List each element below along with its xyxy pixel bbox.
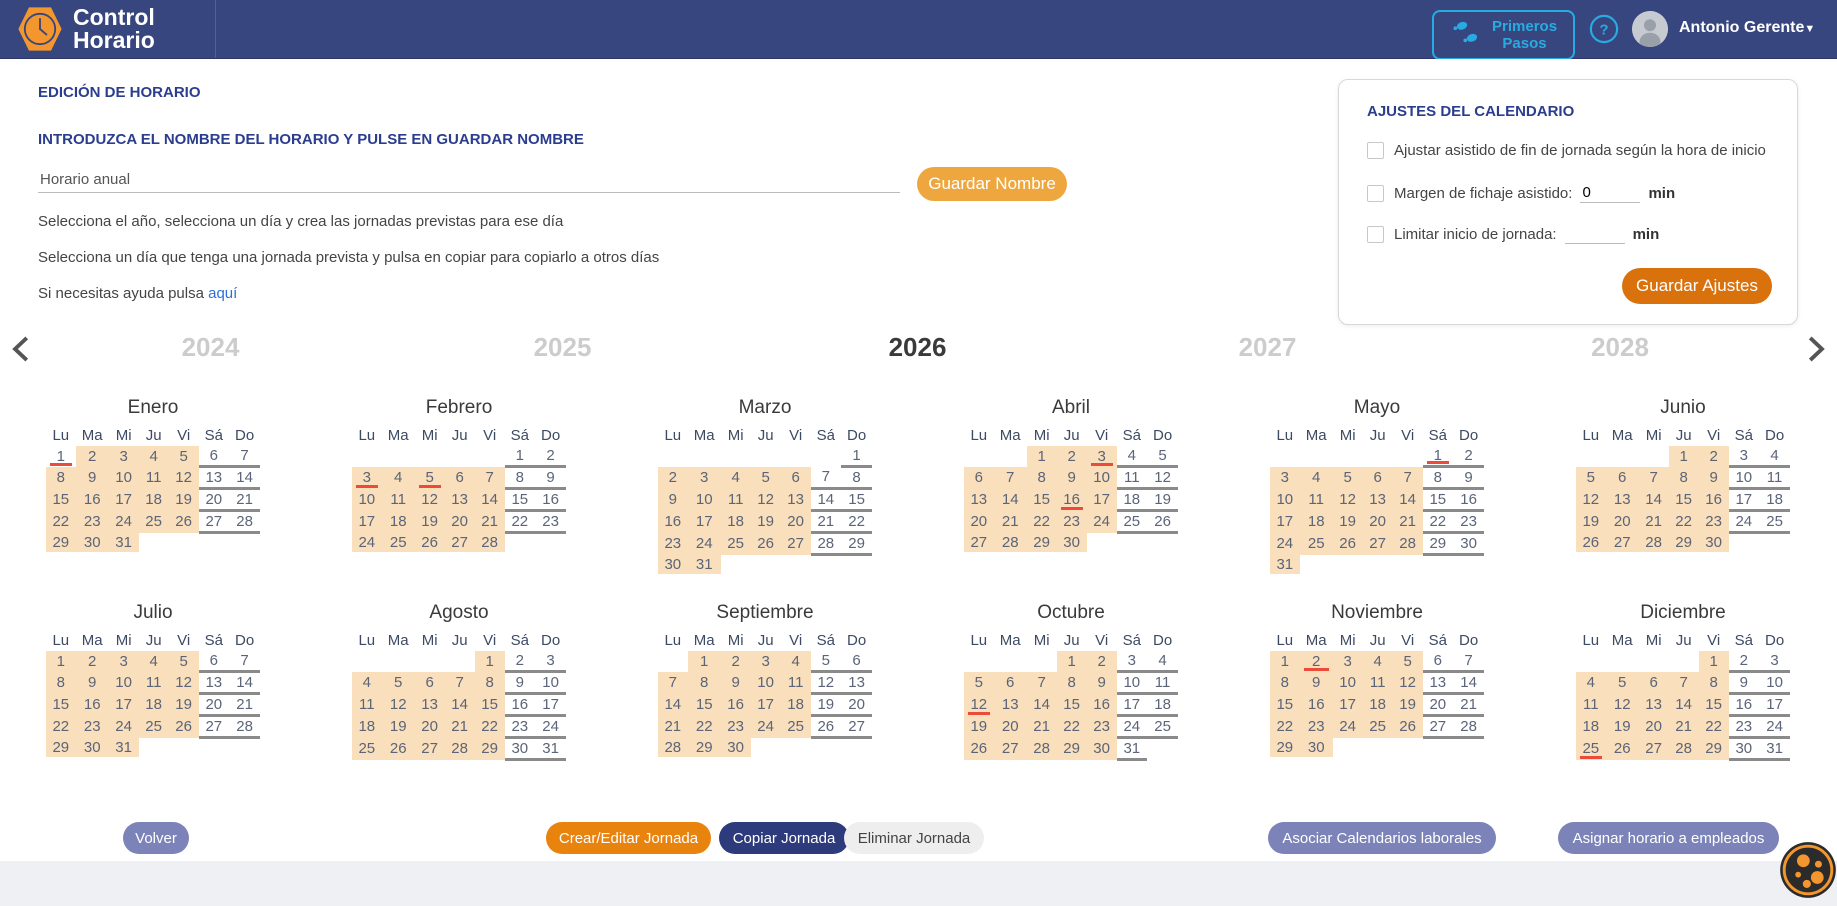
svg-text:?: ? xyxy=(1599,22,1608,39)
